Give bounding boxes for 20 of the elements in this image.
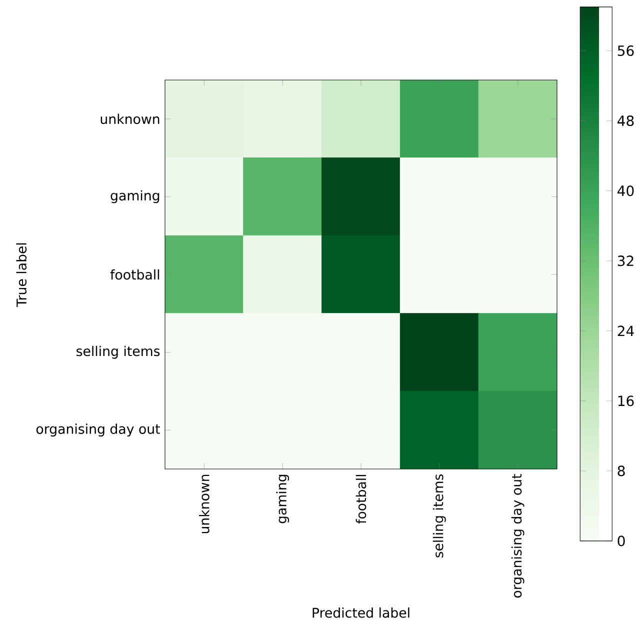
color-bar-label: 32 [618, 256, 634, 266]
x-tick-label: gaming [276, 474, 290, 524]
y-tick-label: gaming [110, 190, 160, 204]
y-axis-title: True label [16, 243, 27, 307]
color-bar-label: 24 [618, 326, 634, 336]
y-tick-label: unknown [100, 114, 160, 124]
y-tick-label: organising day out [36, 424, 160, 437]
x-tick-label: football [356, 474, 366, 524]
color-bar-label: 0 [618, 536, 625, 546]
color-bar-label: 56 [618, 45, 634, 56]
color-bar-label: 8 [618, 466, 625, 476]
color-bar-label: 48 [618, 115, 634, 126]
x-axis-title: Predicted label [312, 607, 410, 618]
color-bar-label: 40 [618, 185, 634, 196]
x-tick-label: unknown [199, 474, 210, 534]
color-bar-label: 16 [618, 396, 634, 406]
x-tick-label: selling items [432, 474, 446, 558]
y-tick-label: football [110, 269, 160, 280]
y-tick-label: selling items [76, 346, 160, 359]
x-tick-label: organising day out [511, 474, 524, 598]
